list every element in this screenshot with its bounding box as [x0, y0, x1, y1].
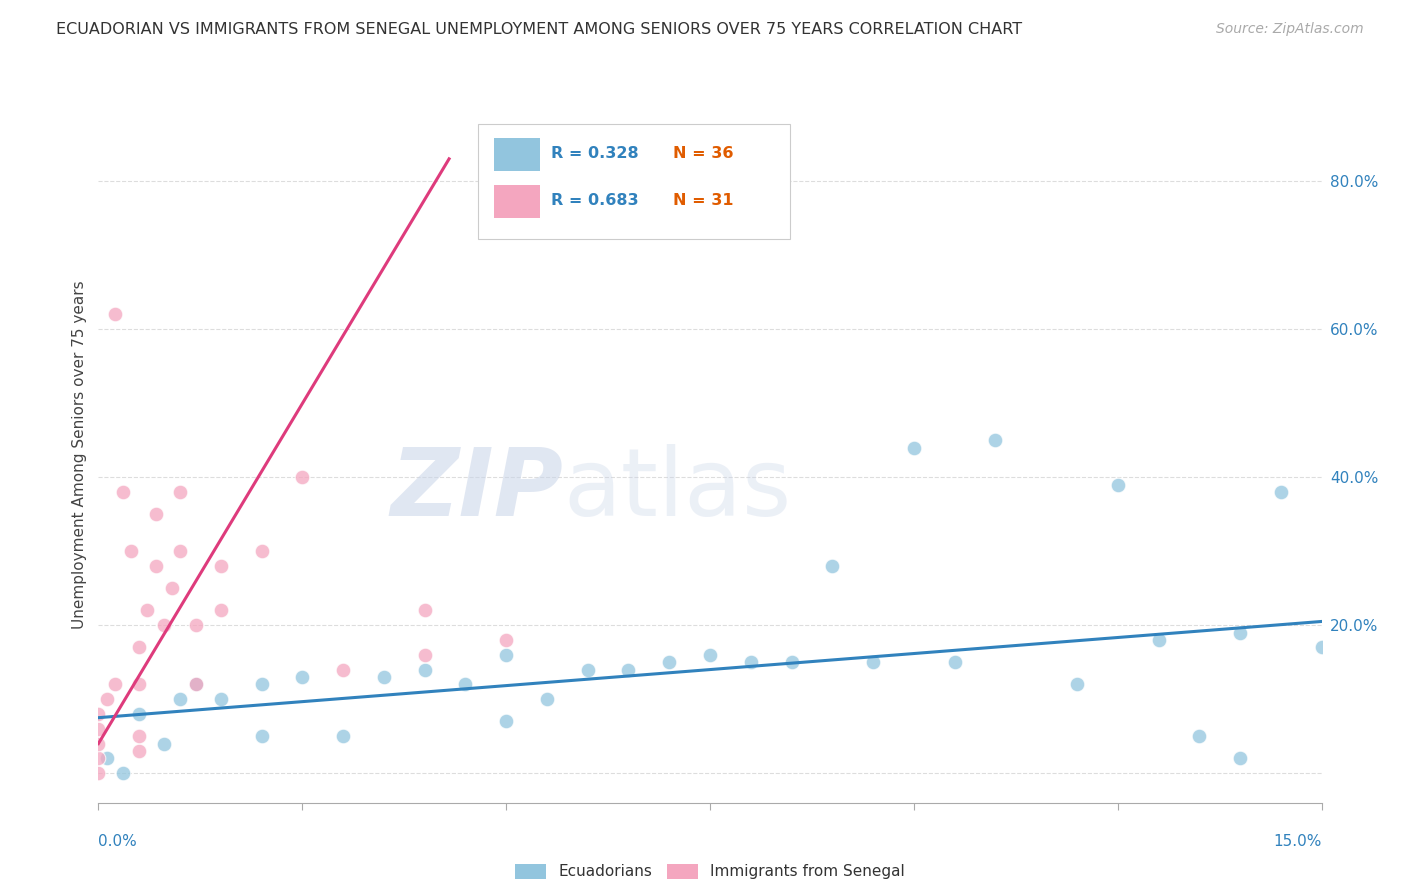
Y-axis label: Unemployment Among Seniors over 75 years: Unemployment Among Seniors over 75 years: [72, 281, 87, 629]
Point: [454, 677, 477, 691]
Point: [536, 692, 558, 706]
Point: [152, 737, 174, 751]
Point: [128, 640, 150, 655]
Point: [104, 307, 127, 321]
Point: [186, 677, 208, 691]
Point: [495, 632, 517, 647]
Point: [332, 729, 354, 743]
Point: [413, 603, 436, 617]
Point: [821, 558, 844, 573]
Point: [250, 729, 273, 743]
Text: 15.0%: 15.0%: [1274, 834, 1322, 849]
Text: 0.0%: 0.0%: [98, 834, 138, 849]
Text: ECUADORIAN VS IMMIGRANTS FROM SENEGAL UNEMPLOYMENT AMONG SENIORS OVER 75 YEARS C: ECUADORIAN VS IMMIGRANTS FROM SENEGAL UN…: [56, 22, 1022, 37]
Legend: Ecuadorians, Immigrants from Senegal: Ecuadorians, Immigrants from Senegal: [509, 857, 911, 886]
Point: [111, 766, 134, 780]
Point: [209, 603, 232, 617]
Point: [984, 433, 1007, 447]
Point: [250, 677, 273, 691]
Point: [136, 603, 159, 617]
Point: [413, 663, 436, 677]
Point: [740, 655, 762, 669]
Point: [87, 737, 110, 751]
Text: R = 0.328: R = 0.328: [551, 146, 655, 161]
Point: [209, 558, 232, 573]
Point: [495, 714, 517, 729]
Point: [128, 677, 150, 691]
Point: [576, 663, 599, 677]
Point: [87, 766, 110, 780]
Point: [169, 692, 191, 706]
Point: [128, 706, 150, 721]
FancyBboxPatch shape: [494, 137, 540, 171]
FancyBboxPatch shape: [478, 124, 790, 239]
Point: [128, 744, 150, 758]
Point: [1229, 751, 1251, 765]
Point: [87, 722, 110, 736]
Point: [145, 558, 167, 573]
Point: [87, 706, 110, 721]
Point: [145, 507, 167, 521]
Text: N = 31: N = 31: [673, 194, 734, 209]
Point: [495, 648, 517, 662]
Text: Source: ZipAtlas.com: Source: ZipAtlas.com: [1216, 22, 1364, 37]
Point: [1107, 477, 1129, 491]
Point: [373, 670, 395, 684]
Point: [1188, 729, 1211, 743]
Point: [96, 692, 118, 706]
Point: [104, 677, 127, 691]
Text: R = 0.683: R = 0.683: [551, 194, 655, 209]
Point: [128, 729, 150, 743]
Text: N = 36: N = 36: [673, 146, 734, 161]
FancyBboxPatch shape: [494, 185, 540, 219]
Point: [658, 655, 681, 669]
Point: [943, 655, 966, 669]
Point: [291, 670, 314, 684]
Point: [332, 663, 354, 677]
Point: [1147, 632, 1170, 647]
Point: [209, 692, 232, 706]
Point: [152, 618, 174, 632]
Point: [291, 470, 314, 484]
Point: [96, 751, 118, 765]
Point: [1270, 484, 1292, 499]
Point: [617, 663, 640, 677]
Point: [1310, 640, 1333, 655]
Text: ZIP: ZIP: [391, 443, 564, 536]
Point: [780, 655, 803, 669]
Point: [1066, 677, 1088, 691]
Point: [250, 544, 273, 558]
Point: [160, 581, 183, 595]
Point: [413, 648, 436, 662]
Point: [699, 648, 721, 662]
Text: atlas: atlas: [564, 443, 792, 536]
Point: [186, 618, 208, 632]
Point: [186, 677, 208, 691]
Point: [87, 751, 110, 765]
Point: [169, 544, 191, 558]
Point: [120, 544, 142, 558]
Point: [1229, 625, 1251, 640]
Point: [903, 441, 925, 455]
Point: [862, 655, 884, 669]
Point: [111, 484, 134, 499]
Point: [169, 484, 191, 499]
